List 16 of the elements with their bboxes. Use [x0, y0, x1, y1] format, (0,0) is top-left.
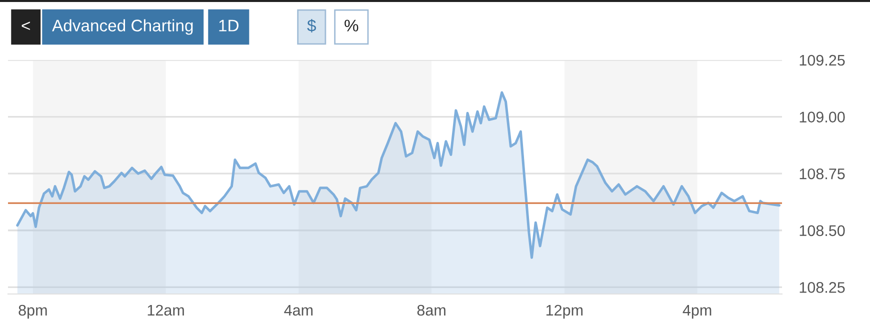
- text: Advanced Charting: [52, 19, 193, 35]
- y-tick-label: 109.00: [800, 112, 845, 122]
- x-tick-label: 12pm: [546, 304, 583, 319]
- text: 1D: [219, 20, 239, 32]
- y-tick-label: 108.50: [800, 225, 845, 236]
- x-tick-label: 4pm: [682, 304, 712, 319]
- text: $: [307, 18, 316, 32]
- x-tick-label: 12am: [148, 304, 184, 316]
- y-tick-label: 108.25: [800, 282, 845, 293]
- y-tick-label: 108.75: [800, 168, 845, 180]
- x-tick-label: 8am: [417, 304, 446, 316]
- text: %: [344, 20, 358, 32]
- text: <: [22, 22, 30, 30]
- x-tick-label: 4am: [284, 304, 313, 316]
- x-tick-label: 8pm: [18, 304, 47, 319]
- y-tick-label: 109.25: [800, 54, 845, 66]
